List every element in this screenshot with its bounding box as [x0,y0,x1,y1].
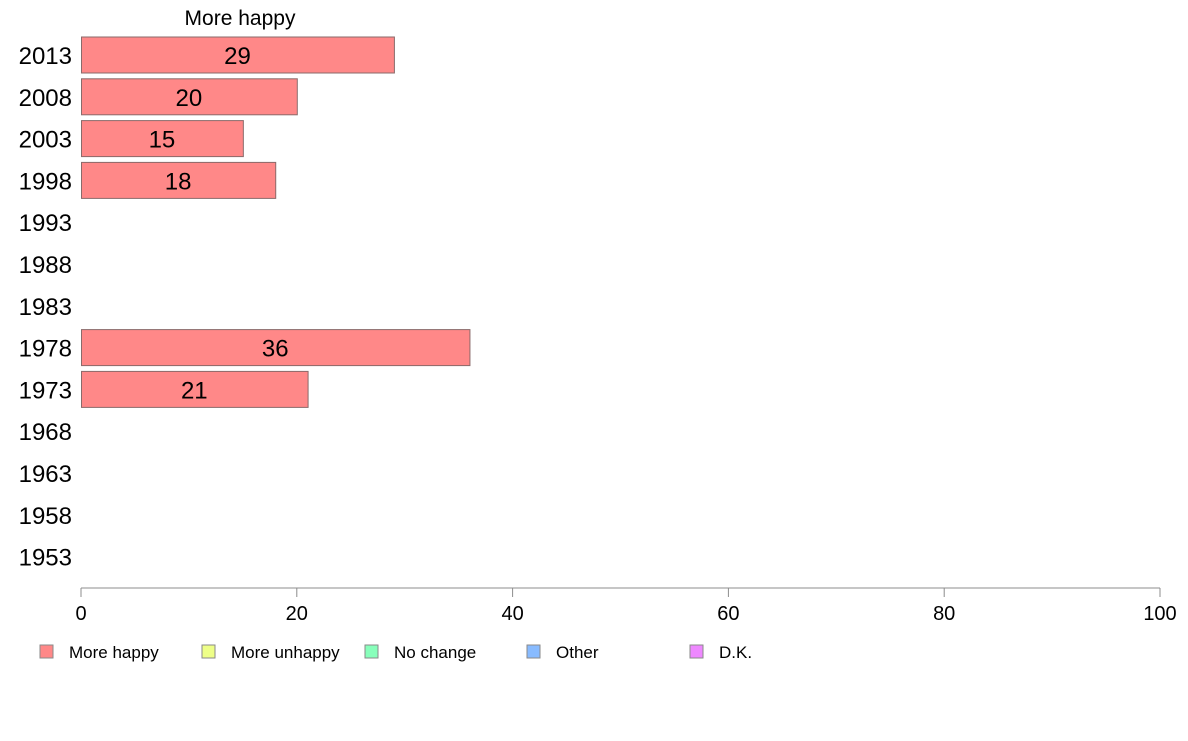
legend-label: No change [394,643,476,662]
legend-swatch [526,644,541,659]
legend: More happy More unhappy No change Other D.K. [39,643,752,662]
y-tick-label: 2008 [19,85,72,112]
data-label: 20 [176,85,203,112]
bar [81,161,277,199]
legend-swatch [364,644,379,659]
x-tick-label: 80 [933,603,955,625]
data-label: 18 [165,168,192,195]
y-tick-label: 1993 [19,210,72,237]
y-tick-label: 1998 [19,168,72,195]
y-tick-label: 1968 [19,419,72,446]
data-label: 29 [224,43,251,70]
y-tick-label: 1983 [19,294,72,321]
data-label: 36 [262,336,289,363]
x-tick-label: 20 [286,603,308,625]
x-tick-label: 40 [501,603,523,625]
y-tick-label: 1978 [19,336,72,363]
data-label: 21 [181,377,208,404]
y-tick-label: 1958 [19,503,72,530]
data-label: 15 [149,127,176,154]
y-tick-label: 2013 [19,43,72,70]
x-tick-label: 100 [1143,603,1176,625]
y-tick-label: 1963 [19,461,72,488]
y-tick-label: 1953 [19,545,72,572]
legend-label: Other [556,643,599,662]
legend-swatch [201,644,216,659]
y-tick-label: 2003 [19,127,72,154]
bar [81,78,298,116]
bar [81,36,395,74]
legend-label: More happy [69,643,159,662]
y-axis-labels: 2013 2008 2003 1998 1993 1988 1983 1978 1973 1968… [19,43,72,572]
bar [81,120,244,158]
x-axis: 0 20 40 60 80 100 [75,587,1177,625]
bar [81,370,309,408]
bar [81,329,471,367]
legend-swatch [39,644,54,659]
x-tick-label: 60 [717,603,739,625]
chart-title: More happy [185,7,296,30]
legend-label: More unhappy [231,643,340,662]
legend-swatch [689,644,704,659]
y-tick-label: 1988 [19,252,72,279]
x-tick-label: 0 [75,603,86,625]
legend-label: D.K. [719,643,752,662]
y-tick-label: 1973 [19,377,72,404]
